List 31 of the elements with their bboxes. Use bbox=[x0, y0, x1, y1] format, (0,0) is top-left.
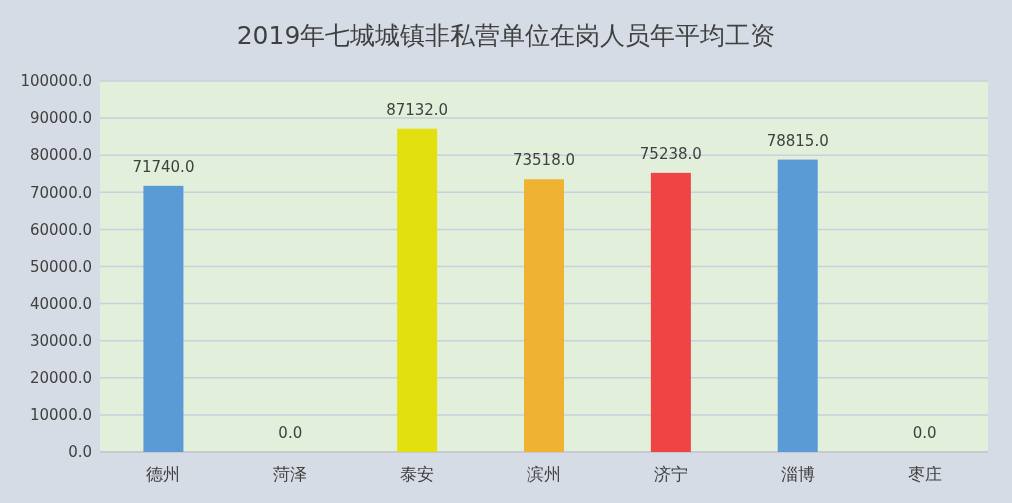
bar bbox=[143, 185, 184, 452]
y-tick-label: 60000.0 bbox=[29, 220, 92, 239]
data-label: 0.0 bbox=[912, 424, 937, 442]
x-tick-label: 泰安 bbox=[400, 464, 435, 484]
y-tick-label: 80000.0 bbox=[29, 146, 92, 165]
data-label: 87132.0 bbox=[386, 100, 449, 119]
y-tick-label: 40000.0 bbox=[29, 294, 92, 313]
data-label: 78815.0 bbox=[766, 131, 829, 150]
data-label: 75238.0 bbox=[639, 144, 702, 163]
data-label: 71740.0 bbox=[132, 157, 195, 176]
x-tick-label: 德州 bbox=[146, 464, 181, 484]
x-tick-label: 淄博 bbox=[780, 464, 815, 484]
x-tick-label: 枣庄 bbox=[907, 464, 942, 484]
data-label: 73518.0 bbox=[512, 151, 576, 170]
x-tick-label: 滨州 bbox=[527, 464, 561, 484]
y-tick-label: 90000.0 bbox=[29, 109, 92, 128]
x-tick-label: 菏泽 bbox=[273, 464, 308, 484]
data-label: 0.0 bbox=[278, 424, 303, 442]
chart-title: 2019年七城城镇非私营单位在岗人员年平均工资 bbox=[236, 21, 776, 50]
bar bbox=[650, 172, 691, 452]
bar bbox=[397, 128, 438, 452]
y-tick-label: 10000.0 bbox=[29, 406, 92, 425]
x-tick-label: 济宁 bbox=[653, 464, 688, 484]
y-tick-label: 30000.0 bbox=[29, 331, 92, 350]
y-tick-label: 20000.0 bbox=[29, 369, 92, 388]
y-tick-label: 70000.0 bbox=[29, 183, 92, 202]
bar bbox=[777, 159, 818, 452]
bar bbox=[524, 179, 564, 452]
y-tick-label: 50000.0 bbox=[29, 257, 92, 276]
y-tick-label: 100000.0 bbox=[20, 72, 92, 91]
y-tick-label: 0.0 bbox=[68, 443, 92, 462]
